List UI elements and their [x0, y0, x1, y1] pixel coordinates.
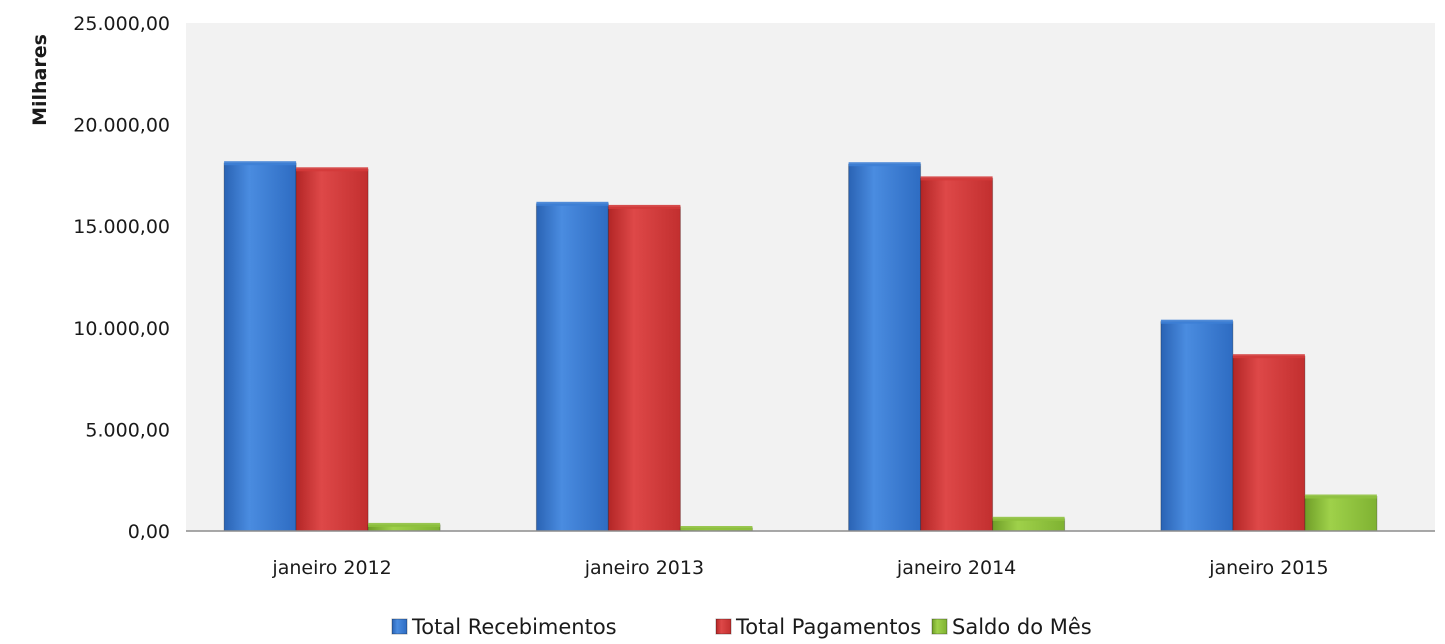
bar-1-1 — [607, 206, 681, 532]
y-tick-label: 20.000,00 — [73, 115, 170, 137]
x-tick-label: janeiro 2013 — [584, 557, 704, 579]
legend-swatch-0 — [391, 618, 408, 635]
legend-label-0: Total Recebimentos — [411, 615, 617, 639]
bar-0-1 — [535, 203, 609, 532]
y-tick-label: 25.000,00 — [73, 13, 170, 35]
bar-cap-1-2 — [920, 176, 993, 181]
y-tick-label: 10.000,00 — [73, 318, 170, 340]
bar-cap-2-1 — [680, 526, 753, 530]
y-axis-title: Milhares — [29, 34, 51, 126]
y-tick-label: 0,00 — [128, 521, 170, 543]
bar-cap-0-0 — [224, 161, 297, 166]
bar-cap-0-3 — [1160, 319, 1233, 324]
y-tick-label: 5.000,00 — [85, 419, 170, 441]
bar-cap-0-1 — [536, 201, 609, 206]
legend-swatch-2 — [931, 618, 948, 635]
bar-0-0 — [223, 162, 297, 532]
bar-1-0 — [295, 168, 369, 532]
bar-2-3 — [1304, 496, 1378, 532]
legend-label-2: Saldo do Mês — [952, 615, 1092, 639]
bar-cap-1-1 — [608, 204, 681, 209]
bars-group — [223, 161, 1378, 532]
legend-label-1: Total Pagamentos — [735, 615, 921, 639]
bar-0-3 — [1160, 321, 1234, 532]
bar-cap-0-2 — [848, 162, 921, 167]
x-axis: janeiro 2012 janeiro 2013 janeiro 2014 jane… — [271, 557, 1328, 579]
x-tick-label: janeiro 2012 — [271, 557, 391, 579]
bar-1-3 — [1232, 355, 1306, 532]
bar-cap-2-0 — [368, 522, 441, 527]
legend: Total Recebimentos Total Pagamentos Saldo … — [391, 615, 1092, 639]
bar-cap-2-3 — [1304, 494, 1377, 499]
y-tick-label: 15.000,00 — [73, 216, 170, 238]
bar-1-2 — [920, 177, 994, 532]
x-tick-label: janeiro 2014 — [896, 557, 1016, 579]
y-axis: 0,00 5.000,00 10.000,00 15.000,00 20.000,00 2… — [73, 13, 170, 543]
bar-cap-2-2 — [992, 516, 1065, 521]
bar-0-2 — [848, 163, 922, 532]
bar-cap-1-3 — [1232, 354, 1305, 359]
bar-cap-1-0 — [296, 167, 369, 172]
x-tick-label: janeiro 2015 — [1208, 557, 1328, 579]
legend-swatch-1 — [715, 618, 732, 635]
